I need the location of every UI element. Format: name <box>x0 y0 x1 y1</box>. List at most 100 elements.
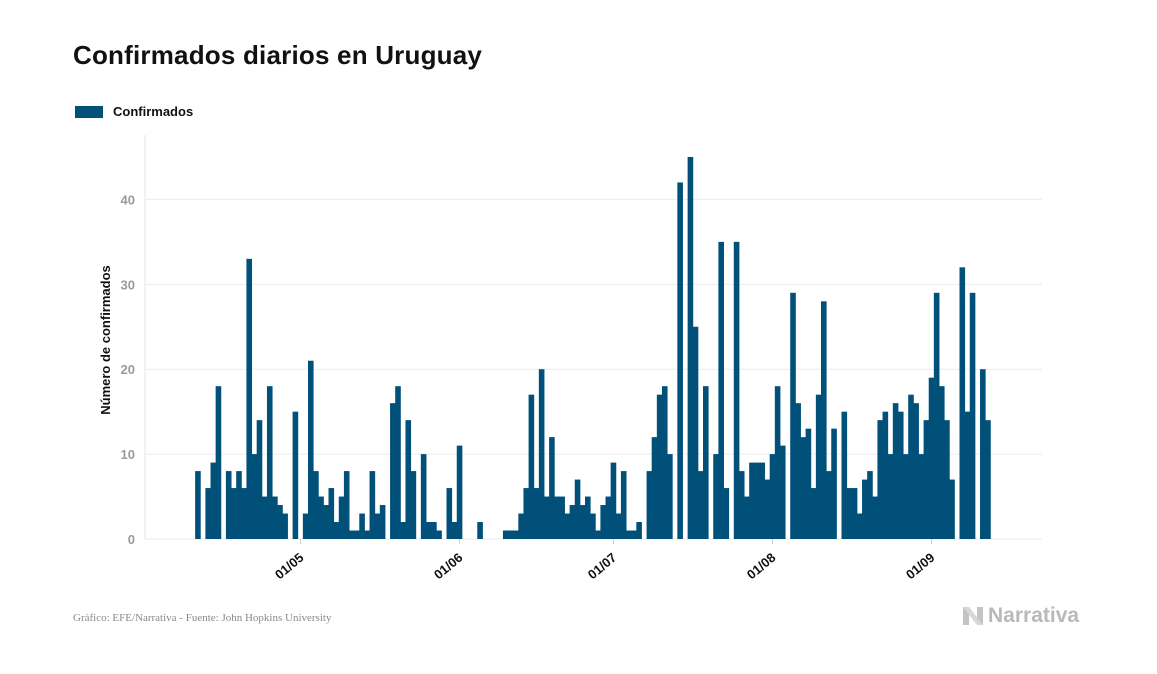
x-tick-label: 01/09 <box>903 550 938 582</box>
bar <box>359 513 365 539</box>
y-tick-label: 40 <box>121 192 135 207</box>
bar <box>272 496 278 539</box>
bar <box>569 505 576 539</box>
bar <box>338 496 345 539</box>
bar <box>277 505 283 539</box>
y-tick-label: 20 <box>121 362 135 377</box>
bar <box>744 496 750 539</box>
brand-logo: Narrativa <box>962 604 1079 628</box>
bar <box>697 471 704 539</box>
bar <box>513 530 519 539</box>
bar <box>903 454 909 539</box>
bar <box>256 420 263 539</box>
bar <box>451 522 458 539</box>
bar <box>307 360 314 539</box>
bar <box>405 420 412 539</box>
bar <box>456 445 463 539</box>
legend: Confirmados <box>75 104 193 119</box>
bar <box>425 522 432 539</box>
bar <box>933 292 940 539</box>
bar <box>446 488 453 539</box>
bar <box>805 428 812 539</box>
bar <box>246 258 253 539</box>
bar <box>354 530 360 539</box>
bar <box>646 471 653 539</box>
y-tick-label: 10 <box>121 447 135 462</box>
bar <box>195 471 201 539</box>
bar <box>323 505 329 539</box>
bar <box>261 496 268 539</box>
bar <box>508 530 514 539</box>
bar <box>810 488 817 539</box>
bar <box>574 479 581 539</box>
bar <box>882 411 889 539</box>
bar <box>656 394 663 539</box>
bar <box>379 505 386 539</box>
bar <box>964 411 971 539</box>
bar <box>980 369 986 539</box>
bar <box>897 411 904 539</box>
bar <box>236 471 242 539</box>
bar <box>543 496 550 539</box>
bar <box>928 377 935 539</box>
x-tick-label: 01/05 <box>272 550 307 582</box>
bar <box>733 241 740 539</box>
bar <box>564 513 571 539</box>
bar <box>364 530 371 539</box>
bar <box>241 488 247 539</box>
bar <box>749 462 755 539</box>
bar <box>610 462 617 539</box>
bar <box>549 437 555 539</box>
bar <box>856 513 863 539</box>
bar <box>764 479 771 539</box>
bar <box>554 496 560 539</box>
bar <box>579 505 586 539</box>
bar <box>400 522 406 539</box>
bar <box>754 462 760 539</box>
legend-label: Confirmados <box>113 104 194 119</box>
bar <box>431 522 437 539</box>
bar <box>795 403 801 539</box>
bar <box>913 403 919 539</box>
bar <box>533 488 540 539</box>
bar <box>605 496 612 539</box>
bar <box>841 411 848 539</box>
bar <box>892 403 899 539</box>
bar <box>477 522 483 539</box>
legend-swatch <box>75 105 103 118</box>
bar <box>759 462 766 539</box>
bar <box>769 454 776 539</box>
bar <box>210 462 217 539</box>
x-tick-label: 01/06 <box>431 550 466 582</box>
bar <box>718 241 724 539</box>
bar <box>949 479 955 539</box>
bar <box>985 420 991 539</box>
bar <box>318 496 324 539</box>
bar <box>908 394 914 539</box>
bar <box>820 301 827 539</box>
bar <box>713 454 719 539</box>
bar <box>390 403 396 539</box>
bar <box>944 420 950 539</box>
narrativa-logo-icon <box>963 607 983 625</box>
bar <box>225 471 232 539</box>
bar <box>800 437 807 539</box>
bar <box>266 386 273 539</box>
bar <box>877 420 884 539</box>
bar <box>251 454 258 539</box>
bar <box>779 445 786 539</box>
bar <box>410 471 417 539</box>
bar <box>692 326 699 539</box>
bar <box>631 530 637 539</box>
bar <box>620 471 627 539</box>
bar <box>636 522 642 539</box>
bar <box>528 394 535 539</box>
bar <box>872 496 878 539</box>
bar <box>651 437 658 539</box>
bar <box>595 530 601 539</box>
bar <box>938 386 945 539</box>
bar <box>969 292 976 539</box>
bar <box>349 530 355 539</box>
bar <box>687 156 694 540</box>
